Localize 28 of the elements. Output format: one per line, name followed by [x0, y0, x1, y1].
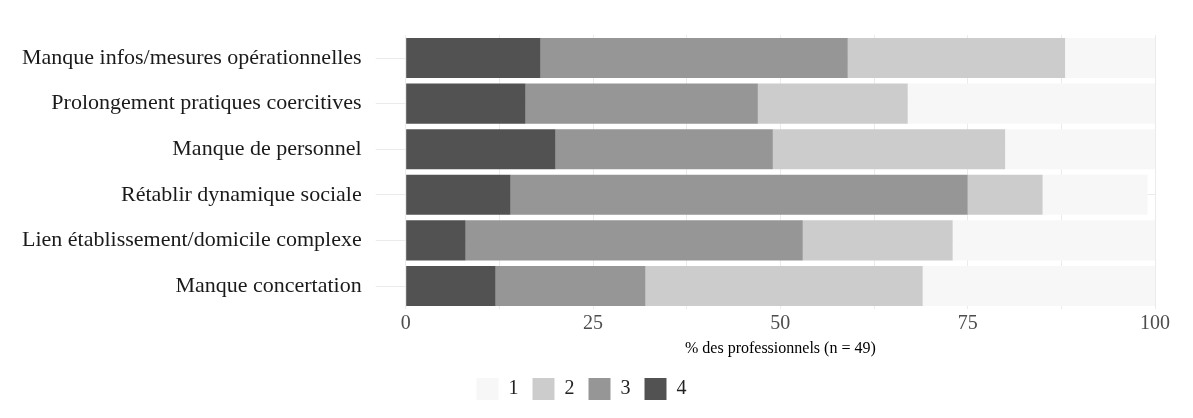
bar: [406, 174, 511, 215]
bar: [406, 129, 556, 170]
x-tick-label: 25: [583, 311, 604, 334]
y-tick-label: Manque infos/mesures opérationnelles: [21, 43, 362, 69]
bar: [495, 265, 646, 307]
bar: [406, 37, 541, 79]
x-tick-label: 0: [400, 311, 411, 334]
legend-label: 3: [620, 376, 631, 399]
y-tick-label: Manque de personnel: [172, 134, 362, 160]
x-tick-label: 100: [1140, 311, 1170, 334]
bar: [525, 83, 758, 124]
bar: [465, 220, 803, 261]
y-tick-label: Manque concertation: [175, 271, 362, 297]
legend-label: 1: [508, 376, 519, 399]
bar: [406, 83, 526, 124]
y-tick-label: Rétablir dynamique sociale: [120, 180, 362, 206]
y-tick-label: Lien établissement/domicile complexe: [22, 226, 362, 252]
legend-label: 4: [676, 376, 687, 399]
legend-label: 2: [564, 376, 575, 399]
bar: [510, 174, 968, 215]
bar: [555, 129, 773, 170]
bar: [540, 37, 848, 79]
y-tick-label: Prolongement pratiques coercitives: [51, 89, 362, 115]
x-axis-title: % des professionnels (n = 49): [684, 338, 876, 357]
bar: [406, 220, 466, 261]
x-tick-label: 75: [957, 311, 978, 334]
bar: [406, 265, 496, 307]
x-tick-label: 50: [770, 311, 791, 334]
